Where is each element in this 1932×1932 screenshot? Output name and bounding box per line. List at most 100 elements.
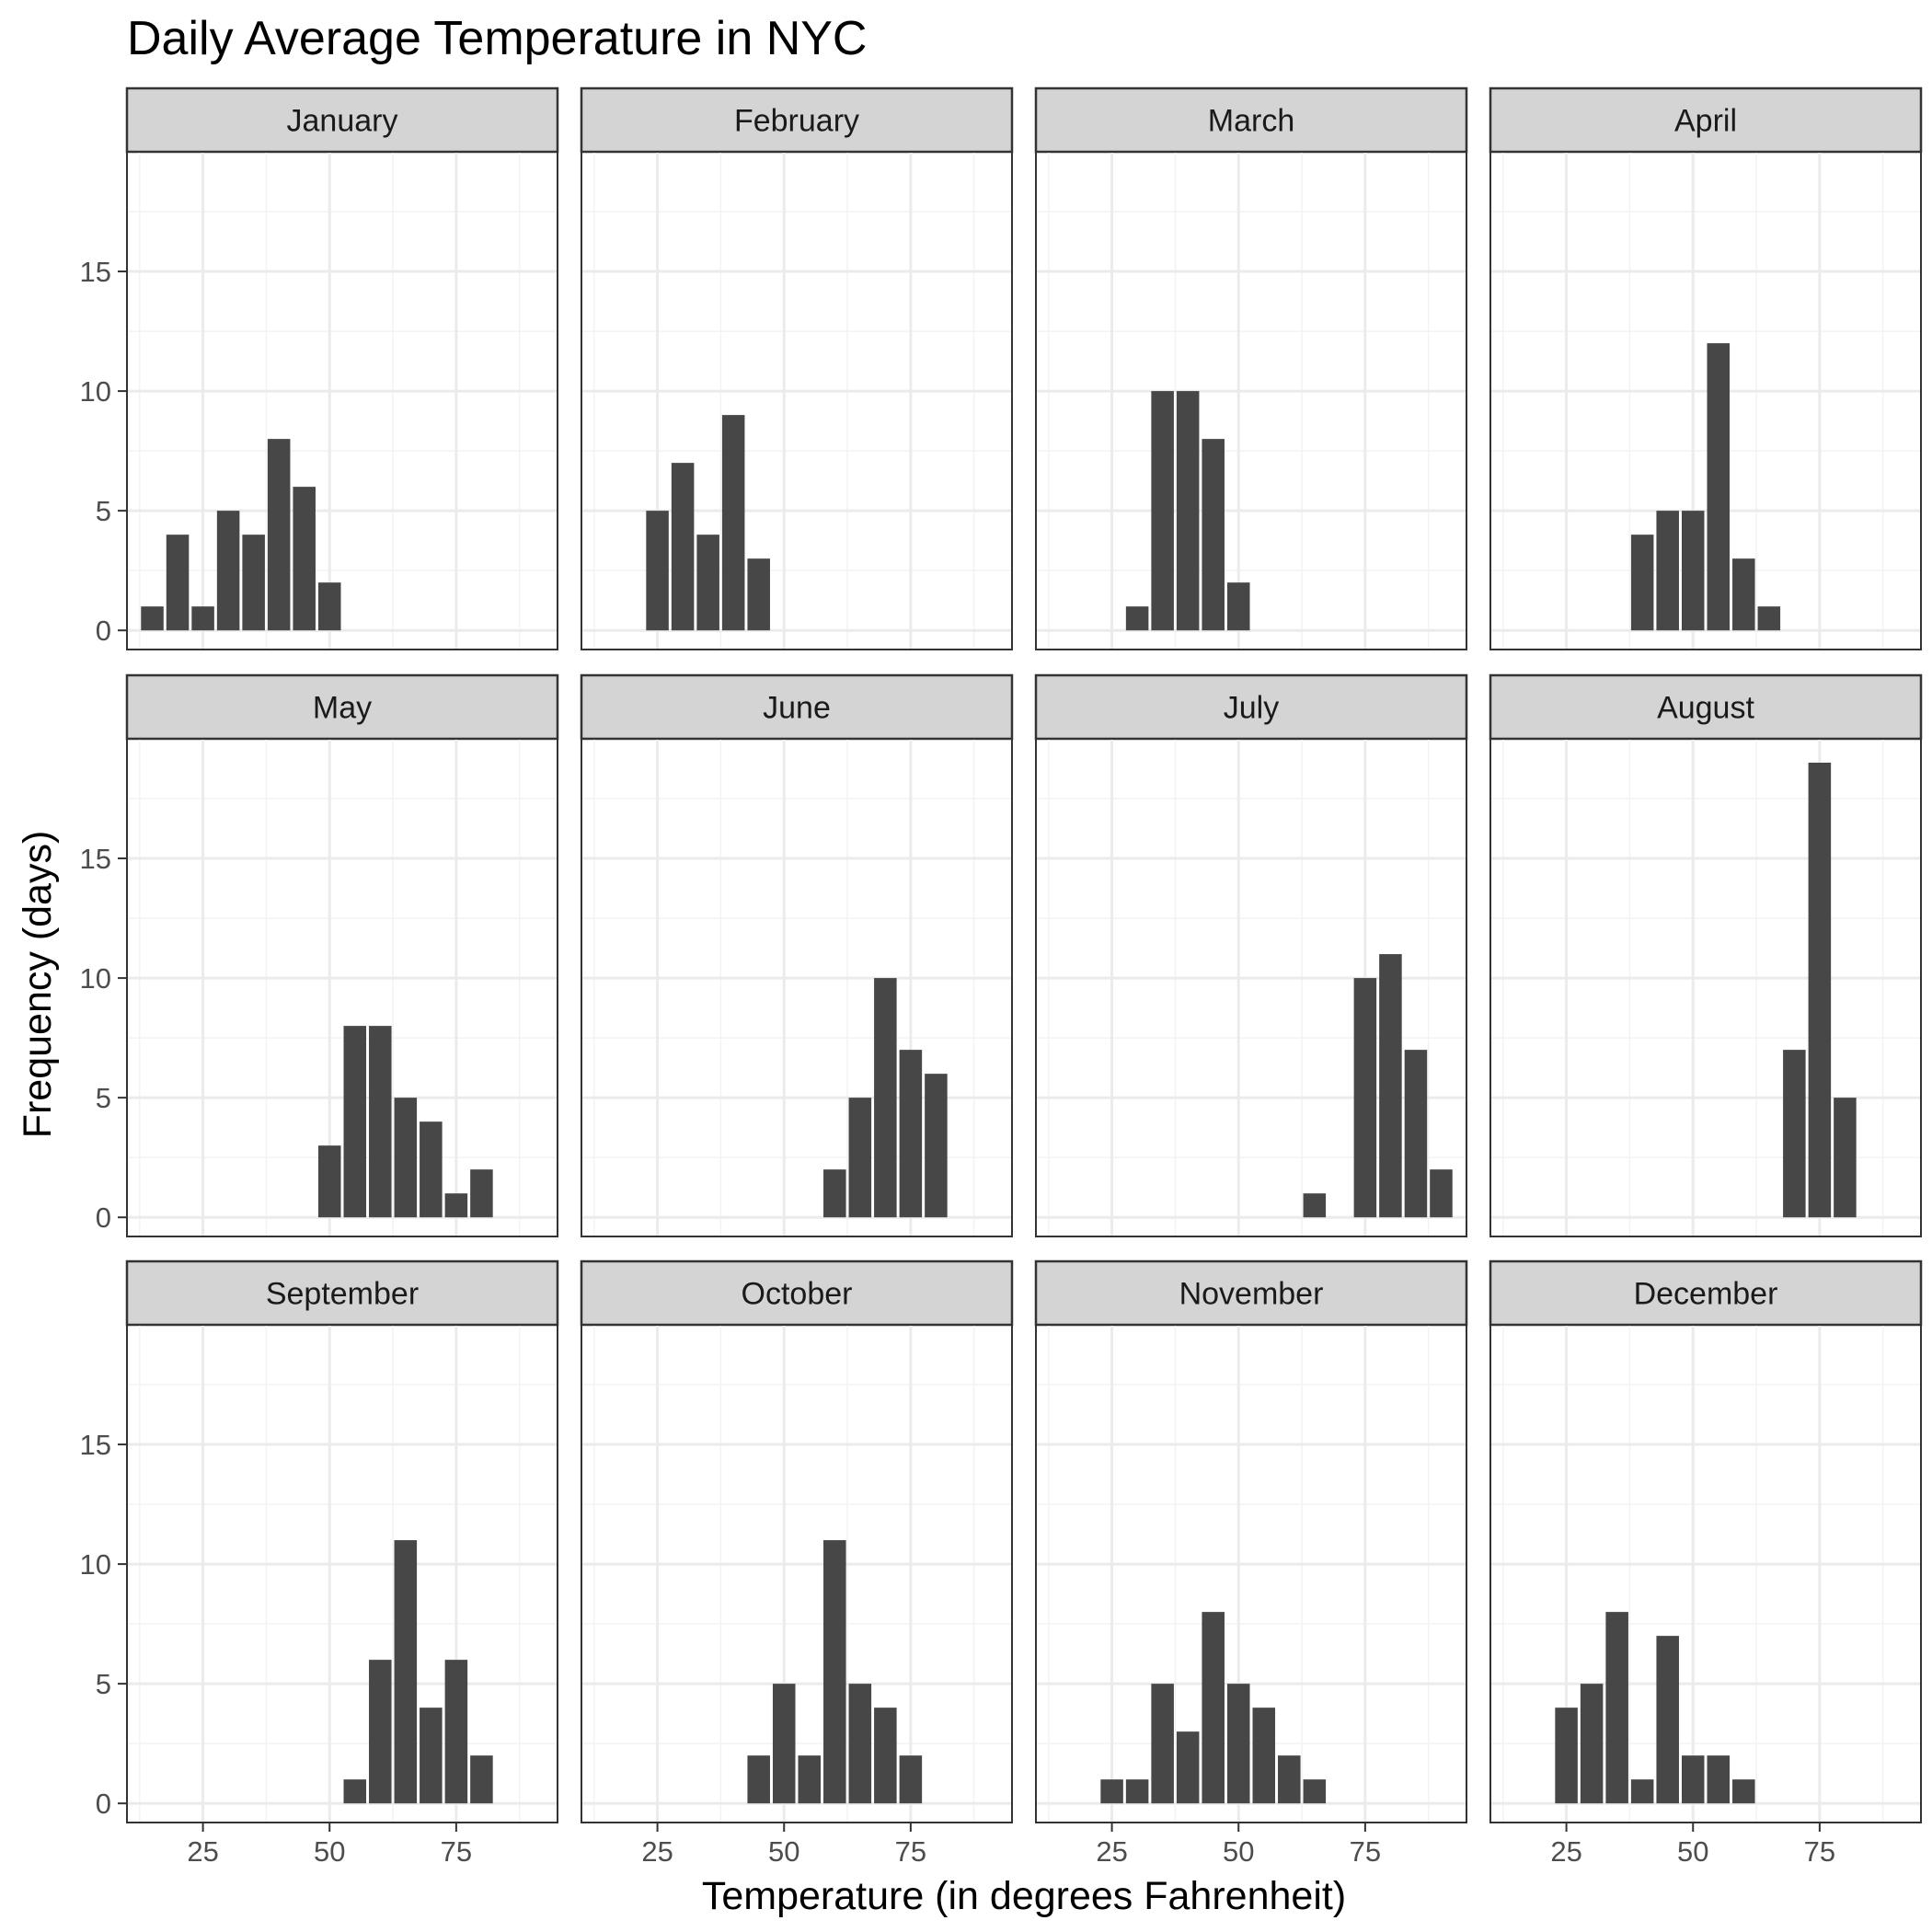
histogram-bar bbox=[1379, 954, 1402, 1218]
facet-strip-label: August bbox=[1657, 691, 1754, 726]
histogram-bar bbox=[444, 1193, 468, 1218]
facet-panel: June bbox=[580, 673, 1014, 1237]
histogram-bar bbox=[1630, 1779, 1654, 1804]
histogram-bar bbox=[1808, 763, 1832, 1218]
facet-strip bbox=[1489, 673, 1923, 741]
panel-border bbox=[1035, 1324, 1467, 1823]
facet-strip-label: January bbox=[287, 104, 398, 139]
histogram-bar bbox=[823, 1540, 846, 1804]
y-tick-label: 15 bbox=[80, 843, 111, 875]
y-tick-label: 0 bbox=[96, 1788, 111, 1820]
panel-border bbox=[1489, 738, 1922, 1237]
facet-panel: March bbox=[1034, 86, 1468, 650]
histogram-bar bbox=[1656, 511, 1679, 631]
histogram-bar bbox=[1202, 1612, 1225, 1804]
facet-panel: December 25 50 75 bbox=[1489, 1259, 1923, 1868]
histogram-bar bbox=[267, 439, 291, 631]
y-tick-label: 0 bbox=[96, 615, 111, 647]
facet-strip bbox=[580, 86, 1014, 154]
histogram-bar bbox=[1125, 606, 1149, 631]
histogram-bar bbox=[848, 1098, 872, 1218]
facet-strip bbox=[125, 1259, 559, 1327]
facet-strip-label: April bbox=[1674, 104, 1737, 139]
facet-panels: January 0 5 10 15 February March April May 0 5 10 15… bbox=[80, 86, 1923, 1868]
histogram-bar bbox=[166, 535, 190, 631]
x-tick-label: 50 bbox=[768, 1835, 799, 1868]
facet-panel: May 0 5 10 15 bbox=[80, 673, 559, 1237]
histogram-bar bbox=[420, 1121, 443, 1218]
histogram-bar bbox=[1353, 978, 1377, 1218]
histogram-bar bbox=[1176, 391, 1200, 631]
y-tick-label: 15 bbox=[80, 1429, 111, 1461]
y-tick-label: 10 bbox=[80, 375, 111, 408]
histogram-bar bbox=[1404, 1050, 1428, 1218]
histogram-bar bbox=[1630, 535, 1654, 631]
histogram-bar bbox=[343, 1779, 367, 1804]
histogram-bar bbox=[420, 1708, 443, 1804]
facet-strip-label: February bbox=[734, 104, 859, 139]
histogram-bar bbox=[1278, 1755, 1301, 1804]
histogram-bar bbox=[1834, 1098, 1857, 1218]
x-tick-label: 75 bbox=[441, 1835, 472, 1868]
histogram-bar bbox=[1100, 1779, 1123, 1804]
histogram-bar bbox=[1605, 1612, 1628, 1804]
facet-panel: October 25 50 75 bbox=[580, 1259, 1014, 1868]
panel-border bbox=[581, 151, 1013, 650]
histogram-bar bbox=[1430, 1169, 1453, 1218]
histogram-bar bbox=[1176, 1731, 1200, 1804]
histogram-bar bbox=[798, 1755, 822, 1804]
histogram-bar bbox=[394, 1098, 418, 1218]
facet-strip bbox=[1489, 1259, 1923, 1327]
facet-panel: August bbox=[1489, 673, 1923, 1237]
x-tick-label: 25 bbox=[187, 1835, 218, 1868]
histogram-bar bbox=[317, 582, 341, 631]
panel-border bbox=[1489, 151, 1922, 650]
x-tick-label: 25 bbox=[641, 1835, 673, 1868]
histogram-bar bbox=[1681, 511, 1705, 631]
histogram-bar bbox=[925, 1074, 948, 1218]
histogram-bar bbox=[899, 1755, 923, 1804]
histogram-bar bbox=[1151, 391, 1174, 631]
panel-border bbox=[1489, 1324, 1922, 1823]
x-tick-label: 50 bbox=[1223, 1835, 1254, 1868]
histogram-bar bbox=[1555, 1708, 1578, 1804]
histogram-bar bbox=[1202, 439, 1225, 631]
histogram-bar bbox=[1226, 1684, 1250, 1804]
facet-strip-label: December bbox=[1634, 1277, 1778, 1312]
y-axis-title: Frequency (days) bbox=[16, 831, 60, 1139]
facet-strip bbox=[1489, 86, 1923, 154]
y-tick-label: 15 bbox=[80, 256, 111, 288]
facet-strip-label: November bbox=[1179, 1277, 1324, 1312]
facet-strip bbox=[1034, 673, 1468, 741]
x-tick-label: 25 bbox=[1550, 1835, 1581, 1868]
y-tick-label: 0 bbox=[96, 1202, 111, 1234]
facet-strip-label: September bbox=[266, 1277, 419, 1312]
panel-border bbox=[581, 1324, 1013, 1823]
facet-strip-label: October bbox=[742, 1277, 853, 1312]
histogram-bar bbox=[721, 415, 745, 631]
histogram-bar bbox=[1303, 1779, 1327, 1804]
x-tick-label: 75 bbox=[895, 1835, 926, 1868]
y-tick-label: 10 bbox=[80, 1548, 111, 1581]
histogram-bar bbox=[1252, 1708, 1276, 1804]
chart-title: Daily Average Temperature in NYC bbox=[127, 12, 867, 65]
x-axis-title: Temperature (in degrees Fahrenheit) bbox=[702, 1874, 1346, 1918]
histogram-bar bbox=[899, 1050, 923, 1218]
histogram-bar bbox=[317, 1145, 341, 1218]
panel-border bbox=[1035, 151, 1467, 650]
facet-strip bbox=[125, 673, 559, 741]
histogram-bar bbox=[646, 511, 669, 631]
facet-panel: November 25 50 75 bbox=[1034, 1259, 1468, 1868]
facet-strip-label: July bbox=[1224, 691, 1279, 726]
histogram-bar bbox=[1783, 1050, 1806, 1218]
histogram-bar bbox=[848, 1684, 872, 1804]
histogram-bar bbox=[772, 1684, 796, 1804]
panel-border bbox=[126, 738, 558, 1237]
facet-strip-label: May bbox=[313, 691, 372, 726]
histogram-bar bbox=[874, 1708, 897, 1804]
histogram-bar bbox=[1681, 1755, 1705, 1804]
facet-panel: April bbox=[1489, 86, 1923, 650]
histogram-bar bbox=[823, 1169, 846, 1218]
y-tick-label: 5 bbox=[96, 1668, 111, 1700]
histogram-bar bbox=[1707, 343, 1731, 631]
